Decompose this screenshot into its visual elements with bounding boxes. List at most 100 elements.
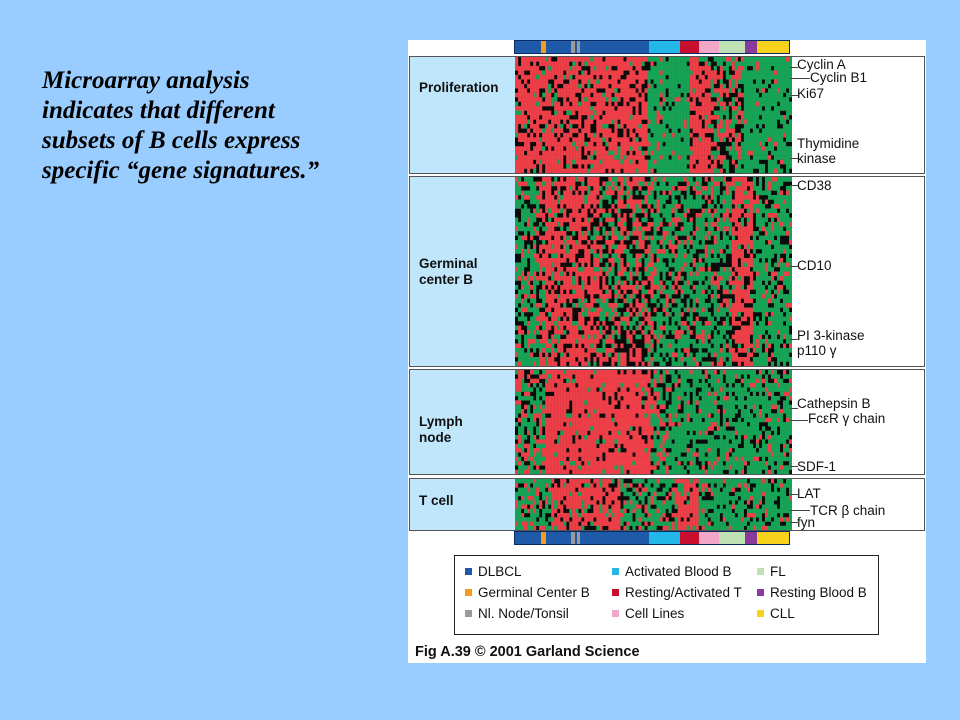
heatmap-cell xyxy=(719,348,723,353)
heatmap-cell xyxy=(581,128,585,134)
heatmap-cell xyxy=(656,57,660,62)
heatmap-cell xyxy=(647,101,651,107)
heatmap-cell xyxy=(755,303,760,308)
heatmap-cell xyxy=(743,79,747,84)
heatmap-cell xyxy=(725,249,729,254)
heatmap-cell xyxy=(767,226,772,232)
heatmap-cell xyxy=(632,307,636,313)
heatmap-cell xyxy=(782,159,787,165)
heatmap-cell xyxy=(536,106,540,111)
heatmap-cell xyxy=(722,101,726,107)
heatmap-cell xyxy=(689,79,693,84)
heatmap-cell xyxy=(767,106,772,111)
heatmap-cell xyxy=(572,339,576,344)
heatmap-cell xyxy=(587,222,591,227)
heatmap-cell xyxy=(662,132,666,138)
heatmap-cell xyxy=(599,298,603,304)
heatmap-cell xyxy=(530,357,534,362)
heatmap-cell xyxy=(689,258,693,263)
heatmap-cell xyxy=(767,316,772,322)
heatmap-cell xyxy=(626,316,630,322)
heatmap-cell xyxy=(650,110,654,116)
heatmap-cell xyxy=(764,146,769,151)
heatmap-cell xyxy=(707,303,711,308)
heatmap-cell xyxy=(677,132,681,138)
heatmap-cell xyxy=(779,119,784,125)
heatmap-cell xyxy=(770,110,775,116)
heatmap-cell xyxy=(749,262,754,268)
heatmap-cell xyxy=(755,164,760,169)
heatmap-cell xyxy=(641,132,645,138)
heatmap-cell xyxy=(710,79,714,84)
heatmap-cell xyxy=(656,186,660,191)
color-bar-segment xyxy=(515,41,541,53)
heatmap-cell xyxy=(749,316,754,322)
heatmap-cell xyxy=(653,57,657,62)
heatmap-cell xyxy=(632,57,636,62)
heatmap-cell xyxy=(677,303,681,308)
heatmap-cell xyxy=(779,321,784,326)
heatmap-cell xyxy=(521,258,525,263)
heatmap-cell xyxy=(572,70,576,76)
heatmap-cell xyxy=(689,150,693,156)
microarray-figure: Proliferation Germinal center B Lymph no… xyxy=(408,40,926,663)
heatmap-cell xyxy=(593,276,597,281)
heatmap-cell xyxy=(545,249,549,254)
heatmap-cell xyxy=(788,231,792,236)
heatmap-cell xyxy=(605,231,609,236)
heatmap-cell xyxy=(599,312,603,317)
heatmap-cell xyxy=(623,298,627,304)
heatmap-cell xyxy=(770,321,775,326)
heatmap-cell xyxy=(662,325,666,331)
heatmap-cell xyxy=(755,83,760,89)
heatmap-cell xyxy=(779,88,784,93)
heatmap-cell xyxy=(743,231,747,236)
heatmap-cell xyxy=(692,361,696,366)
heatmap-cell xyxy=(515,119,519,125)
heatmap-cell xyxy=(566,334,570,340)
heatmap-cell xyxy=(587,253,591,259)
heatmap-cell xyxy=(740,258,744,263)
heatmap-cell xyxy=(632,61,636,67)
heatmap-cell xyxy=(527,348,531,353)
heatmap-cell xyxy=(524,285,528,290)
heatmap-cell xyxy=(752,115,757,120)
heatmap-cell xyxy=(671,217,675,223)
heatmap-cell xyxy=(650,276,654,281)
heatmap-cell xyxy=(722,177,726,182)
heatmap-cell xyxy=(515,74,519,80)
heatmap-cell xyxy=(518,417,522,423)
heatmap-cell xyxy=(677,343,681,349)
heatmap-cell xyxy=(521,422,525,427)
heatmap-cell xyxy=(722,106,726,111)
heatmap-cell xyxy=(674,101,678,107)
heatmap-cell xyxy=(671,57,675,62)
heatmap-cell xyxy=(536,430,540,436)
heatmap-cell xyxy=(752,92,757,98)
heatmap-cell xyxy=(764,132,769,138)
heatmap-cell xyxy=(704,231,708,236)
heatmap-cell xyxy=(764,150,769,156)
heatmap-cell xyxy=(569,110,573,116)
heatmap-cell xyxy=(758,57,763,62)
heatmap-cell xyxy=(638,231,642,236)
heatmap-cell xyxy=(740,57,744,62)
heatmap-cell xyxy=(515,361,519,366)
heatmap-cell xyxy=(662,70,666,76)
heatmap-cell xyxy=(566,285,570,290)
heatmap-cell xyxy=(698,128,702,134)
heatmap-cell xyxy=(581,280,585,286)
heatmap-cell xyxy=(668,74,672,80)
heatmap-cell xyxy=(734,334,738,340)
heatmap-cell xyxy=(572,213,576,218)
heatmap-cell xyxy=(773,155,778,160)
heatmap-cell xyxy=(731,150,735,156)
heatmap-cell xyxy=(596,285,600,290)
heatmap-cell xyxy=(659,168,663,173)
heatmap-cell xyxy=(536,465,540,470)
heatmap-cell xyxy=(569,164,573,169)
heatmap-cell xyxy=(695,70,699,76)
heatmap-cell xyxy=(665,307,669,313)
heatmap-cell xyxy=(746,258,750,263)
heatmap-cell xyxy=(560,204,564,209)
